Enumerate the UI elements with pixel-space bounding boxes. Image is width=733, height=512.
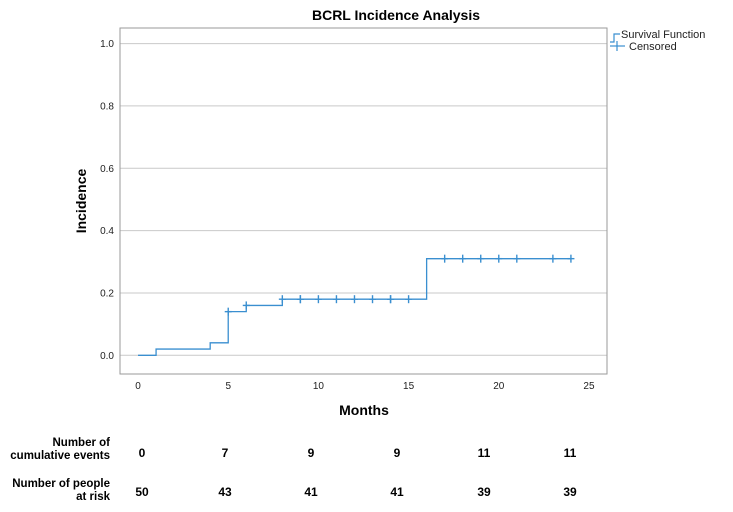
y-tick-label: 0.0 <box>100 351 114 362</box>
censored-marker <box>495 254 503 263</box>
survival-function-line <box>138 258 571 356</box>
x-tick-label: 20 <box>493 381 505 392</box>
risk-events-value: 9 <box>393 446 401 460</box>
y-tick-label: 0.6 <box>100 164 114 175</box>
risk-events-value: 9 <box>307 446 315 460</box>
plot-frame <box>119 27 608 375</box>
legend-censored-swatch <box>610 41 625 51</box>
risk-row-label-at-risk-line2: at risk <box>76 491 110 503</box>
y-tick-label: 1.0 <box>100 39 114 50</box>
legend: Survival Function Censored <box>610 29 705 53</box>
legend-step-swatch <box>610 33 620 43</box>
censored-marker <box>387 295 395 304</box>
censored-marker <box>405 295 413 304</box>
y-tick-label: 0.4 <box>100 226 114 237</box>
censored-marker <box>224 307 232 316</box>
censored-marker <box>549 254 557 263</box>
chart-title: BCRL Incidence Analysis <box>312 7 480 23</box>
risk-row-label-events: Number of cumulative events <box>0 437 110 463</box>
censored-marker <box>477 254 485 263</box>
series-group <box>138 254 575 356</box>
risk-events-value: 7 <box>221 446 229 460</box>
x-tick-label: 5 <box>225 381 231 392</box>
chart: BCRL Incidence Analysis 0 5 10 15 20 25 0.00.… <box>73 7 705 418</box>
risk-table: Number of cumulative events Number of pe… <box>0 432 733 512</box>
risk-row-label-events-line1: Number of <box>52 437 111 449</box>
risk-events-value: 0 <box>138 446 146 460</box>
risk-events-value: 11 <box>563 446 577 460</box>
y-axis-ticks: 0.0 0.2 0.4 0.6 0.8 1.0 <box>100 39 114 362</box>
x-tick-label: 0 <box>135 381 141 392</box>
x-axis-ticks: 0 5 10 15 20 25 <box>135 381 595 392</box>
y-axis-title: Incidence <box>73 169 89 234</box>
censored-marker <box>513 254 521 263</box>
risk-row-label-at-risk-line1: Number of people <box>12 478 110 490</box>
risk-events-value: 11 <box>477 446 491 460</box>
risk-at-risk-value: 39 <box>477 485 491 499</box>
risk-at-risk-value: 39 <box>563 485 577 499</box>
x-tick-label: 10 <box>313 381 325 392</box>
censored-marker <box>314 295 322 304</box>
x-axis-title: Months <box>339 402 389 418</box>
risk-at-risk-value: 41 <box>390 485 404 499</box>
grid-lines <box>120 43 607 356</box>
censored-marker <box>441 254 449 263</box>
censored-marker <box>296 295 304 304</box>
y-tick-label: 0.2 <box>100 288 114 299</box>
risk-at-risk-value: 43 <box>218 485 232 499</box>
censored-marker <box>332 295 340 304</box>
censored-marker <box>567 254 575 263</box>
censored-marker <box>242 301 250 310</box>
risk-at-risk-value: 50 <box>135 485 149 499</box>
x-tick-label: 15 <box>403 381 415 392</box>
x-tick-label: 25 <box>583 381 595 392</box>
risk-at-risk-value: 41 <box>304 485 318 499</box>
risk-row-label-events-line2: cumulative events <box>10 450 110 462</box>
y-tick-label: 0.8 <box>100 101 114 112</box>
legend-censored: Censored <box>629 41 677 53</box>
censored-marker <box>350 295 358 304</box>
censored-marker <box>278 295 286 304</box>
legend-survival-function: Survival Function <box>621 29 705 41</box>
censored-marker <box>459 254 467 263</box>
censored-marker <box>369 295 377 304</box>
risk-row-label-at-risk: Number of people at risk <box>0 478 110 504</box>
